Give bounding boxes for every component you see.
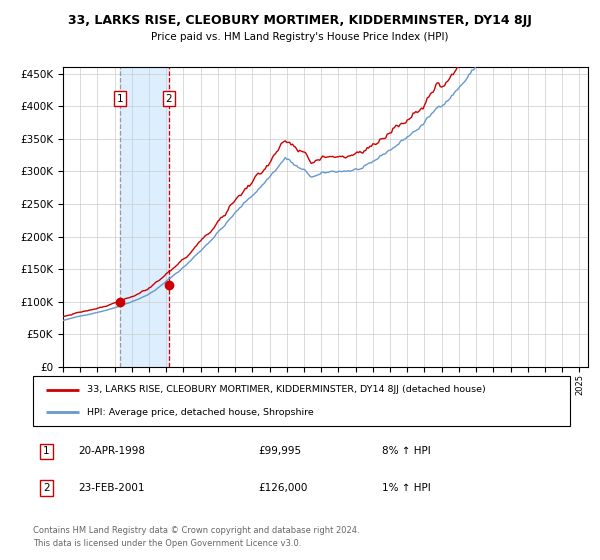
Text: Price paid vs. HM Land Registry's House Price Index (HPI): Price paid vs. HM Land Registry's House … [151, 32, 449, 43]
Text: HPI: Average price, detached house, Shropshire: HPI: Average price, detached house, Shro… [87, 408, 313, 417]
Bar [119, 67, 169, 367]
Text: 2: 2 [166, 94, 172, 104]
Text: Contains HM Land Registry data © Crown copyright and database right 2024.: Contains HM Land Registry data © Crown c… [33, 526, 359, 535]
Text: 2: 2 [43, 483, 50, 493]
FancyBboxPatch shape [33, 376, 570, 426]
Text: 1% ↑ HPI: 1% ↑ HPI [382, 483, 431, 493]
Text: This data is licensed under the Open Government Licence v3.0.: This data is licensed under the Open Gov… [33, 539, 301, 548]
Text: 23-FEB-2001: 23-FEB-2001 [79, 483, 145, 493]
Text: £126,000: £126,000 [259, 483, 308, 493]
Text: 1: 1 [43, 446, 50, 456]
Text: 33, LARKS RISE, CLEOBURY MORTIMER, KIDDERMINSTER, DY14 8JJ: 33, LARKS RISE, CLEOBURY MORTIMER, KIDDE… [68, 14, 532, 27]
Text: 20-APR-1998: 20-APR-1998 [79, 446, 146, 456]
Text: 8% ↑ HPI: 8% ↑ HPI [382, 446, 431, 456]
Text: £99,995: £99,995 [259, 446, 302, 456]
Text: 1: 1 [116, 94, 123, 104]
Text: 33, LARKS RISE, CLEOBURY MORTIMER, KIDDERMINSTER, DY14 8JJ (detached house): 33, LARKS RISE, CLEOBURY MORTIMER, KIDDE… [87, 385, 485, 394]
